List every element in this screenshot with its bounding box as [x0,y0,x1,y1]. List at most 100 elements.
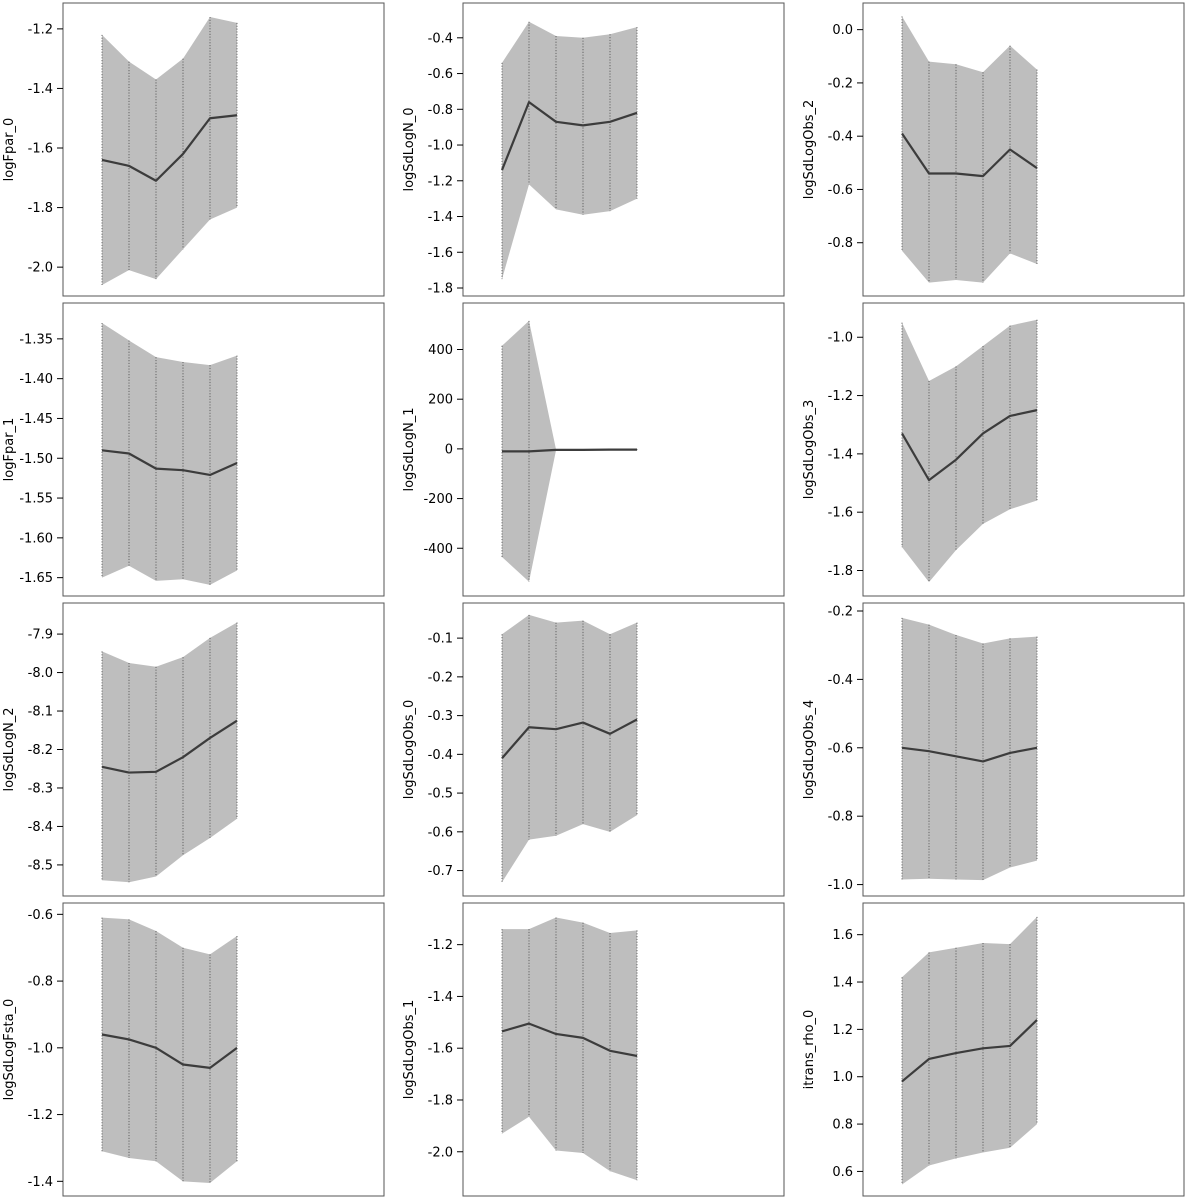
y-tick-label: -8.3 [28,781,53,796]
panel-frame [62,902,385,1197]
y-tick-label: -0.6 [28,908,53,923]
y-tick-label: -8.4 [28,820,53,835]
y-tick-label: 1.6 [832,928,853,943]
estimate-line [101,449,238,477]
y-tick-label: -1.8 [428,282,453,297]
y-axis-title: logFpar_1 [2,418,17,482]
y-tick-label: -1.6 [428,246,453,261]
y-tick-label: -0.8 [28,975,53,990]
confidence-band [102,917,237,1183]
y-tick-label: -2.0 [428,1145,453,1160]
y-tick-label: -0.6 [428,825,453,840]
panel-9: -0.2 -0.4 -0.6 -0.8 -1.0 logSdLogObs_4 [802,602,1185,897]
panel-frame [862,602,1185,897]
estimate-line [500,101,638,171]
y-tick-label: -1.2 [28,1108,53,1123]
y-tick-label: -1.2 [28,22,53,37]
y-tick-label: -1.60 [19,531,53,546]
y-tick-label: 1.4 [832,976,853,991]
panel-11: -1.2 -1.4 -1.6 -1.8 -2.0 logSdLogObs_1 [402,902,785,1197]
y-axis-title: logFpar_0 [2,118,17,182]
estimate-line [901,746,1038,763]
estimate-line [501,718,638,759]
y-tick-label: -1.8 [428,1093,453,1108]
estimate-line [901,132,1038,178]
confidence-band [102,322,237,585]
y-tick-label: -1.8 [28,201,53,216]
estimate-line [501,1022,638,1058]
panel-frame [62,2,385,297]
y-tick-label: -1.65 [19,571,53,586]
y-tick-label: -0.5 [428,787,453,802]
panel-frame [462,2,785,297]
y-axis-title: logSdLogObs_1 [402,1000,417,1100]
y-tick-label: -0.4 [828,130,853,145]
y-tick-label: 1.0 [832,1070,853,1085]
estimate-line [502,448,637,453]
y-tick-label: -1.2 [828,389,853,404]
y-axis-title: logSdLogN_1 [402,407,417,491]
y-tick-label: -0.8 [828,810,853,825]
panel-3: 0.0 -0.2 -0.4 -0.6 -0.8 logSdLogObs_2 [802,2,1185,297]
confidence-band [902,617,1037,881]
estimate-line [101,1033,238,1069]
y-axis-title: logSdLogObs_0 [402,700,417,800]
panel-8: -0.1 -0.2 -0.3 -0.4 -0.5 -0.6 -0.7 logSdLogObs_… [402,602,785,897]
y-tick-label: -200 [423,492,453,507]
panel-frame [862,902,1185,1197]
y-axis-title: logSdLogObs_4 [802,700,817,800]
y-tick-label: -0.8 [828,236,853,251]
y-axis-title: logSdLogObs_3 [802,400,817,500]
y-tick-label: -1.4 [428,990,453,1005]
confidence-band [902,319,1037,583]
y-tick-label: 200 [428,393,453,408]
y-tick-label: -0.2 [828,605,853,620]
panel-frame [462,902,785,1197]
panel-5: 400 200 0 -200 -400 logSdLogN_1 [402,302,785,597]
y-tick-label: 400 [428,343,453,358]
y-tick-label: -0.4 [428,31,453,46]
y-tick-label: -400 [423,542,453,557]
panel-2: -0.4 -0.6 -0.8 -1.0 -1.2 -1.4 -1.6 -1.8 logSdLog… [402,2,785,297]
y-tick-label: -0.6 [828,183,853,198]
y-tick-label: -1.0 [828,331,853,346]
confidence-band [502,614,637,883]
panel-12: 1.6 1.4 1.2 1.0 0.8 0.6 itrans_rho_0 [802,902,1185,1197]
confidence-band [902,16,1037,283]
confidence-band [502,917,637,1181]
y-tick-label: -0.7 [428,864,453,879]
y-tick-label: -1.4 [28,82,53,97]
y-tick-label: -2.0 [28,261,53,276]
y-tick-label: -7.9 [28,628,53,643]
y-tick-label: -1.45 [19,412,53,427]
panel-frame [862,2,1185,297]
estimate-line [901,1019,1038,1083]
y-axis-title: logSdLogN_0 [402,107,417,191]
y-tick-label: -0.2 [428,670,453,685]
y-tick-label: -0.6 [428,67,453,82]
panel-frame [862,302,1185,597]
panel-1: -1.2 -1.4 -1.6 -1.8 -2.0 logFpar_0 [2,2,385,297]
y-tick-label: -0.4 [428,748,453,763]
y-tick-label: -0.1 [428,632,453,647]
panel-4: -1.35 -1.40 -1.45 -1.50 -1.55 -1.60 -1.65 logFp… [2,302,385,597]
confidence-band [502,320,637,582]
y-tick-label: 0 [445,442,453,457]
y-tick-label: -1.50 [19,452,53,467]
y-tick-label: -1.2 [428,938,453,953]
confidence-band [102,622,237,883]
y-tick-label: -8.1 [28,705,53,720]
y-tick-label: -1.4 [428,210,453,225]
y-tick-label: -1.0 [28,1041,53,1056]
estimate-line [101,114,238,182]
y-tick-label: 0.0 [832,23,853,38]
y-tick-label: -1.40 [19,372,53,387]
y-tick-label: -0.8 [428,103,453,118]
y-tick-label: -1.6 [428,1042,453,1057]
y-tick-label: -1.2 [428,174,453,189]
confidence-band [502,21,637,280]
panel-frame [62,302,385,597]
panel-10: -0.6 -0.8 -1.0 -1.2 -1.4 logSdLogFsta_0 [2,902,385,1197]
y-tick-label: -1.0 [828,878,853,893]
